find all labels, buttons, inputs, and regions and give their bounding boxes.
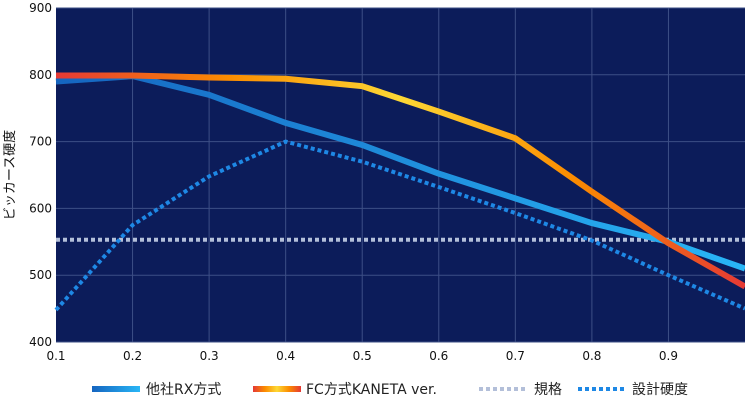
x-tick-label: 0.2 [123, 349, 142, 363]
x-tick-label: 0.4 [276, 349, 295, 363]
x-tick-label: 0.8 [582, 349, 601, 363]
legend-swatch [253, 386, 301, 392]
y-tick-label: 900 [29, 1, 52, 15]
legend-label: 設計硬度 [632, 382, 688, 398]
x-tick-label: 0.6 [429, 349, 448, 363]
x-tick-label: 0.1 [46, 349, 65, 363]
y-tick-label: 500 [29, 268, 52, 282]
x-tick-label: 0.5 [353, 349, 372, 363]
legend-label: 他社RX方式 [146, 382, 221, 398]
y-axis-ticks: 900 800 700 600 500 400 [29, 1, 52, 349]
series-line-1 [56, 72, 745, 290]
grid [56, 7, 745, 343]
legend: 他社RX方式 FC方式KANETA ver. 規格 設計硬度 [92, 382, 688, 398]
y-tick-label: 400 [29, 335, 52, 349]
series-layer [54, 72, 745, 312]
x-axis-ticks: 0.1 0.2 0.3 0.4 0.5 0.6 0.7 0.8 0.9 [46, 349, 678, 363]
x-tick-label: 0.7 [506, 349, 525, 363]
series-line-0 [55, 73, 745, 272]
x-tick-label: 0.3 [200, 349, 219, 363]
y-tick-label: 600 [29, 201, 52, 215]
y-tick-label: 700 [29, 135, 52, 149]
x-tick-label: 0.9 [659, 349, 678, 363]
legend-swatch [92, 386, 140, 392]
legend-label: FC方式KANETA ver. [306, 382, 437, 398]
series-line-3 [54, 139, 745, 312]
y-tick-label: 800 [29, 68, 52, 82]
legend-label: 規格 [534, 382, 562, 398]
y-axis-label: ビッカース硬度 [2, 130, 18, 220]
